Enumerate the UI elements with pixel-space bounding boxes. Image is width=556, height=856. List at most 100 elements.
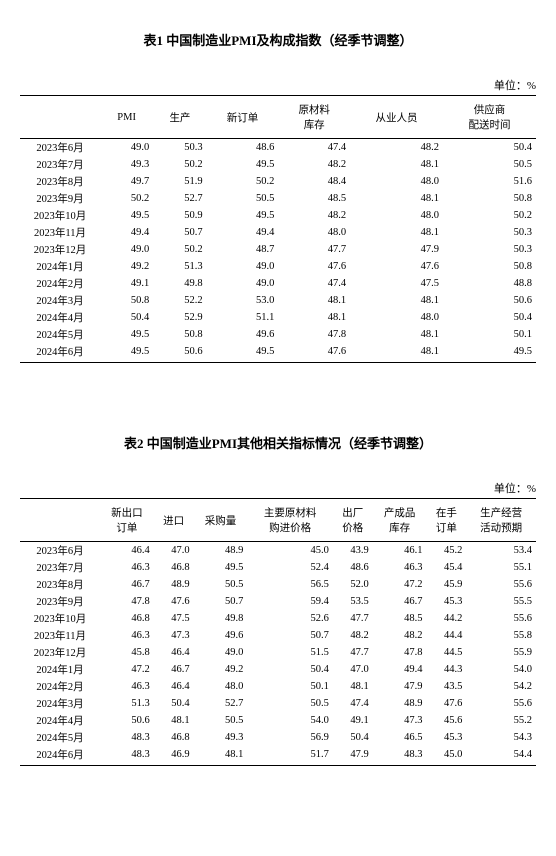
table-cell: 46.1 — [373, 542, 427, 560]
table-row: 2024年5月49.550.849.647.848.150.1 — [20, 326, 536, 343]
table-cell: 48.2 — [373, 627, 427, 644]
table-cell: 2023年11月 — [20, 627, 100, 644]
table-cell: 49.5 — [194, 559, 248, 576]
table-cell: 48.2 — [278, 156, 350, 173]
table-cell: 50.3 — [153, 139, 206, 157]
table-cell: 45.3 — [426, 729, 466, 746]
table-cell: 47.9 — [373, 678, 427, 695]
table-cell: 44.2 — [426, 610, 466, 627]
table-cell: 50.4 — [443, 139, 536, 157]
table-cell: 46.8 — [100, 610, 154, 627]
table-cell: 50.2 — [443, 207, 536, 224]
table-cell: 49.8 — [194, 610, 248, 627]
table-cell: 48.2 — [333, 627, 373, 644]
table-cell: 49.4 — [207, 224, 279, 241]
table-cell: 53.5 — [333, 593, 373, 610]
table-cell: 2024年5月 — [20, 326, 100, 343]
table-row: 2023年9月47.847.650.759.453.546.745.355.5 — [20, 593, 536, 610]
table-cell: 48.8 — [443, 275, 536, 292]
table-cell: 48.3 — [100, 729, 154, 746]
table-cell: 46.8 — [154, 559, 194, 576]
table-row: 2024年4月50.648.150.554.049.147.345.655.2 — [20, 712, 536, 729]
table-cell: 49.3 — [100, 156, 153, 173]
table-cell: 48.1 — [350, 343, 443, 363]
table-row: 2024年5月48.346.849.356.950.446.545.354.3 — [20, 729, 536, 746]
table-cell: 49.2 — [194, 661, 248, 678]
table-row: 2023年6月49.050.348.647.448.250.4 — [20, 139, 536, 157]
column-header: 生产 — [153, 96, 206, 139]
table-cell: 50.5 — [443, 156, 536, 173]
table-cell: 49.5 — [207, 156, 279, 173]
table-row: 2023年10月49.550.949.548.248.050.2 — [20, 207, 536, 224]
table-cell: 51.7 — [247, 746, 332, 766]
table-row: 2024年2月46.346.448.050.148.147.943.554.2 — [20, 678, 536, 695]
table-cell: 48.1 — [278, 309, 350, 326]
column-header: 新出口订单 — [100, 499, 154, 542]
table-cell: 47.4 — [278, 139, 350, 157]
table-cell: 47.0 — [154, 542, 194, 560]
table-cell: 44.5 — [426, 644, 466, 661]
table-cell: 46.4 — [154, 678, 194, 695]
table-cell: 50.6 — [153, 343, 206, 363]
table-cell: 48.1 — [350, 156, 443, 173]
table-cell: 46.9 — [154, 746, 194, 766]
table-cell: 48.1 — [350, 224, 443, 241]
table-cell: 52.2 — [153, 292, 206, 309]
table-cell: 47.2 — [373, 576, 427, 593]
table-cell: 46.3 — [100, 678, 154, 695]
table-cell: 48.2 — [278, 207, 350, 224]
table-cell: 48.5 — [373, 610, 427, 627]
table-row: 2024年3月51.350.452.750.547.448.947.655.6 — [20, 695, 536, 712]
table-cell: 49.6 — [207, 326, 279, 343]
table-cell: 54.2 — [466, 678, 536, 695]
table-cell: 50.4 — [154, 695, 194, 712]
table-cell: 47.6 — [278, 258, 350, 275]
column-header: 供应商配送时间 — [443, 96, 536, 139]
column-header: 产成品库存 — [373, 499, 427, 542]
table-cell: 50.7 — [153, 224, 206, 241]
table-cell: 51.6 — [443, 173, 536, 190]
table-cell: 2024年2月 — [20, 275, 100, 292]
table1-block: 表1 中国制造业PMI及构成指数（经季节调整） 单位：% PMI生产新订单原材料… — [20, 30, 536, 363]
table-cell: 48.0 — [194, 678, 248, 695]
table-cell: 50.5 — [194, 712, 248, 729]
table-cell: 54.0 — [466, 661, 536, 678]
table-cell: 52.7 — [194, 695, 248, 712]
table-cell: 51.3 — [100, 695, 154, 712]
table-cell: 48.1 — [350, 190, 443, 207]
table-cell: 44.4 — [426, 627, 466, 644]
table-cell: 45.0 — [247, 542, 332, 560]
table2: 新出口订单进口采购量主要原材料购进价格出厂价格产成品库存在手订单生产经营活动预期… — [20, 498, 536, 766]
table-cell: 46.3 — [100, 559, 154, 576]
table1-unit: 单位：% — [20, 77, 536, 93]
table-cell: 2024年1月 — [20, 258, 100, 275]
table-cell: 46.3 — [373, 559, 427, 576]
table-cell: 52.9 — [153, 309, 206, 326]
table-cell: 49.5 — [207, 343, 279, 363]
table-cell: 50.2 — [153, 156, 206, 173]
table-cell: 47.0 — [333, 661, 373, 678]
table1: PMI生产新订单原材料库存从业人员供应商配送时间 2023年6月49.050.3… — [20, 95, 536, 363]
table-row: 2023年10月46.847.549.852.647.748.544.255.6 — [20, 610, 536, 627]
table-cell: 2023年8月 — [20, 173, 100, 190]
table-cell: 55.6 — [466, 610, 536, 627]
table-cell: 55.5 — [466, 593, 536, 610]
table-cell: 49.4 — [100, 224, 153, 241]
table-row: 2023年8月49.751.950.248.448.051.6 — [20, 173, 536, 190]
table-cell: 2023年10月 — [20, 610, 100, 627]
table-row: 2023年12月49.050.248.747.747.950.3 — [20, 241, 536, 258]
table-cell: 48.1 — [194, 746, 248, 766]
table-cell: 50.8 — [443, 258, 536, 275]
table-cell: 49.4 — [373, 661, 427, 678]
table-cell: 45.9 — [426, 576, 466, 593]
table-cell: 49.0 — [207, 258, 279, 275]
table-cell: 47.3 — [373, 712, 427, 729]
column-header: PMI — [100, 96, 153, 139]
column-header — [20, 96, 100, 139]
table-cell: 45.3 — [426, 593, 466, 610]
column-header: 在手订单 — [426, 499, 466, 542]
table-cell: 2023年8月 — [20, 576, 100, 593]
table-cell: 50.5 — [194, 576, 248, 593]
table-cell: 50.4 — [443, 309, 536, 326]
table-cell: 48.1 — [154, 712, 194, 729]
